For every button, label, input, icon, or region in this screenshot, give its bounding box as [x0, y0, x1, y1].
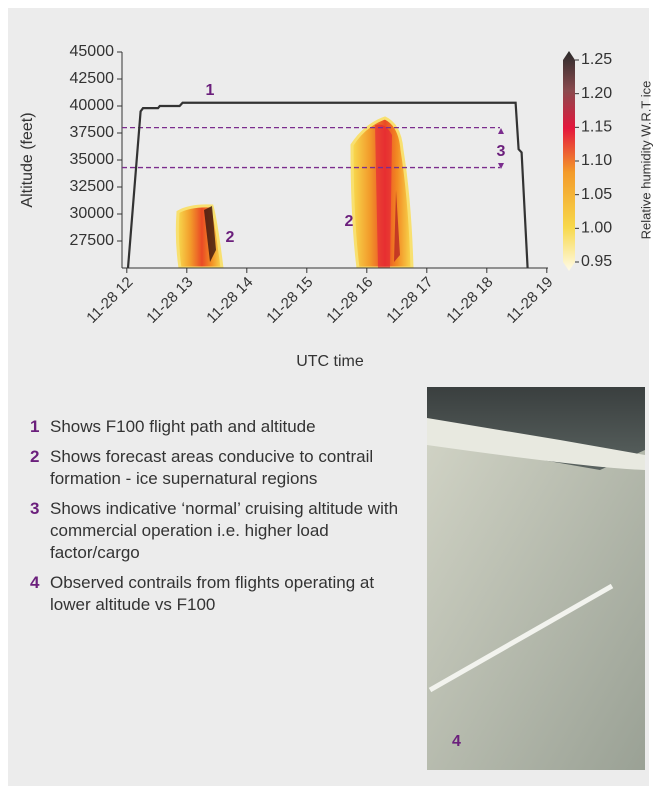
annotation: 2	[226, 229, 235, 246]
note-text: Shows F100 flight path and altitude	[50, 417, 316, 436]
colorbar-tick-label: 0.95	[581, 253, 612, 270]
note: 4 Observed contrails from flights operati…	[30, 572, 400, 616]
note-number: 2	[30, 447, 40, 466]
y-tick-label: 30000	[70, 205, 115, 222]
x-tick-label: 11-28 18	[443, 274, 496, 327]
annotation: 1	[206, 82, 215, 99]
colorbar-tick-label: 1.15	[581, 119, 612, 136]
colorbar-tick-label: 1.20	[581, 85, 612, 102]
y-tick-label: 32500	[70, 178, 115, 195]
x-tick-label: 11-28 16	[323, 274, 376, 327]
x-tick-label: 11-28 13	[143, 274, 196, 327]
notes: 1 Shows F100 flight path and altitude 2 Sho…	[30, 416, 400, 624]
colorbar-tick-label: 1.10	[581, 152, 612, 169]
x-tick-label: 11-28 15	[263, 274, 316, 327]
y-tick-label: 27500	[70, 232, 115, 249]
photo-label: 4	[452, 733, 461, 750]
y-tick-label: 35000	[70, 151, 115, 168]
y-tick-label: 42500	[70, 70, 115, 87]
note-number: 3	[30, 499, 40, 518]
photo-wing-edge	[427, 418, 645, 470]
photo-contrail	[428, 583, 614, 693]
colorbar-tick-label: 1.25	[581, 51, 612, 68]
x-tick-label: 11-28 19	[503, 274, 556, 327]
note-number: 4	[30, 573, 40, 592]
colorbar-tick-label: 1.00	[581, 220, 612, 237]
note: 2 Shows forecast areas conducive to contr…	[30, 446, 400, 490]
annotation: 2	[345, 213, 354, 230]
note-number: 1	[30, 417, 40, 436]
x-axis-label: UTC time	[296, 353, 364, 370]
y-tick-label: 40000	[70, 97, 115, 114]
x-tick-label: 11-28 17	[383, 274, 436, 327]
note-text: Observed contrails from flights operatin…	[50, 573, 375, 614]
colorbar	[563, 51, 575, 271]
note-text: Shows forecast areas conducive to contra…	[50, 447, 374, 488]
flight-path	[126, 101, 529, 269]
annotation: 3	[497, 143, 506, 160]
note: 3 Shows indicative ‘normal’ cruising alti…	[30, 498, 400, 564]
colorbar-tick-label: 1.05	[581, 186, 612, 203]
note: 1 Shows F100 flight path and altitude	[30, 416, 400, 438]
x-tick-label: 11-28 12	[83, 274, 136, 327]
y-tick-label: 37500	[70, 124, 115, 141]
y-tick-label: 45000	[70, 43, 115, 60]
colorbar-label: Relative humidity W.R.T ice	[638, 81, 653, 240]
heatmap	[175, 116, 414, 268]
x-tick-label: 11-28 14	[203, 274, 256, 327]
note-text: Shows indicative ‘normal’ cruising altit…	[50, 499, 399, 562]
y-axis-label: Altitude (feet)	[19, 112, 36, 207]
